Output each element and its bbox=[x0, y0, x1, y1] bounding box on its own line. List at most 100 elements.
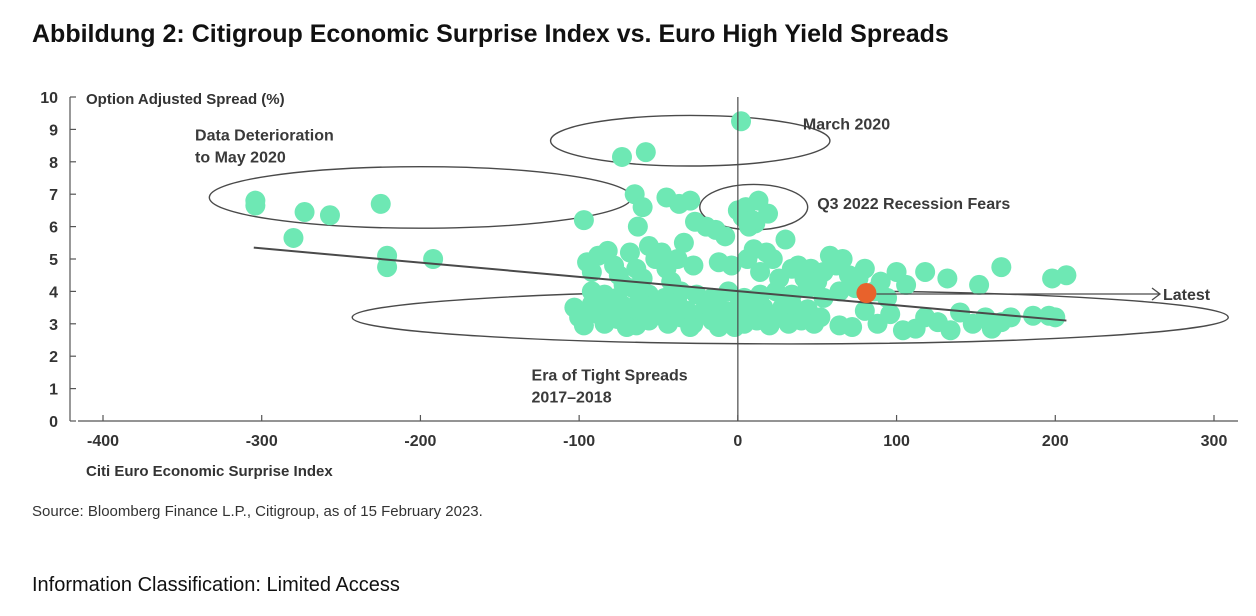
data-point bbox=[870, 271, 891, 292]
data-point bbox=[829, 281, 850, 302]
page-title: Abbildung 2: Citigroup Economic Surprise… bbox=[32, 20, 949, 48]
data-point bbox=[611, 146, 632, 167]
y-tick-label: 2 bbox=[49, 349, 58, 366]
annotation-ellipse-data-deterioration bbox=[208, 165, 633, 229]
y-tick-label: 4 bbox=[49, 284, 58, 301]
data-point bbox=[667, 292, 688, 313]
data-point bbox=[731, 111, 752, 132]
data-point bbox=[319, 205, 340, 226]
y-tick-label: 8 bbox=[49, 155, 58, 172]
data-point bbox=[742, 210, 763, 231]
y-tick-label: 9 bbox=[49, 122, 58, 139]
annotations-layer: March 2020 Data Deterioration to May 2020 Q… bbox=[195, 114, 1229, 407]
data-point bbox=[775, 229, 796, 250]
data-point bbox=[715, 226, 736, 247]
y-tick-label: 10 bbox=[40, 90, 58, 107]
data-point bbox=[673, 232, 694, 253]
data-point bbox=[1000, 307, 1021, 328]
data-point bbox=[854, 258, 875, 279]
data-point bbox=[616, 317, 637, 338]
data-point bbox=[573, 315, 594, 336]
data-point bbox=[294, 202, 315, 223]
y-tick-label: 6 bbox=[49, 220, 58, 237]
data-point bbox=[635, 142, 656, 163]
data-point bbox=[627, 216, 648, 237]
annotation-line: 2017–2018 bbox=[532, 390, 612, 407]
latest-arrow-head bbox=[1151, 287, 1162, 301]
x-tick-label: -400 bbox=[87, 433, 119, 450]
latest-point bbox=[856, 283, 877, 304]
annotation-line: March 2020 bbox=[803, 116, 890, 133]
x-axis-label: Citi Euro Economic Surprise Index bbox=[86, 463, 333, 480]
data-point bbox=[680, 317, 701, 338]
data-point bbox=[370, 193, 391, 214]
data-point bbox=[283, 227, 304, 248]
y-tick-label: 0 bbox=[49, 414, 58, 431]
data-point bbox=[573, 210, 594, 231]
data-point bbox=[781, 294, 802, 315]
data-point bbox=[854, 300, 875, 321]
annotation-label-q3-2022: Q3 2022 Recession Fears bbox=[817, 196, 1010, 213]
data-point bbox=[632, 197, 653, 218]
annotation-ellipse-march-2020 bbox=[549, 114, 831, 167]
data-point bbox=[724, 317, 745, 338]
data-point bbox=[423, 249, 444, 269]
classification-label: Information Classification: Limited Acce… bbox=[32, 574, 400, 596]
y-tick-label: 5 bbox=[49, 252, 58, 269]
data-point bbox=[832, 249, 853, 269]
data-point bbox=[667, 249, 688, 269]
axes-layer: 0 1 2 3 4 5 6 7 8 9 10 -400 -300 -200 -100 0 100 200 300 bbox=[40, 90, 1238, 450]
data-point bbox=[765, 281, 786, 302]
data-point bbox=[896, 274, 917, 295]
annotation-line: Q3 2022 Recession Fears bbox=[817, 196, 1010, 213]
data-point bbox=[877, 287, 898, 308]
data-point bbox=[762, 249, 783, 269]
data-point bbox=[797, 278, 818, 299]
data-point bbox=[1056, 265, 1077, 286]
y-tick-label: 3 bbox=[49, 317, 58, 334]
data-point bbox=[705, 291, 726, 312]
annotation-line: Era of Tight Spreads bbox=[532, 368, 688, 385]
data-point bbox=[680, 190, 701, 211]
data-point bbox=[683, 255, 704, 276]
x-tick-label: -200 bbox=[404, 433, 436, 450]
data-point bbox=[937, 268, 958, 289]
annotation-line: to May 2020 bbox=[195, 150, 286, 167]
data-point bbox=[1045, 307, 1066, 328]
source-note: Source: Bloomberg Finance L.P., Citigrou… bbox=[32, 503, 483, 520]
data-point bbox=[991, 257, 1012, 278]
overlay-layer: Latest bbox=[253, 246, 1211, 322]
data-point bbox=[245, 195, 266, 216]
data-point bbox=[629, 291, 650, 312]
data-point bbox=[651, 242, 672, 263]
data-point bbox=[619, 242, 640, 263]
trend-line bbox=[253, 246, 1067, 322]
x-tick-label: 100 bbox=[883, 433, 910, 450]
data-point bbox=[721, 255, 742, 276]
x-tick-label: 300 bbox=[1201, 433, 1228, 450]
data-point bbox=[880, 304, 901, 325]
x-tick-label: -300 bbox=[246, 433, 278, 450]
data-point bbox=[591, 289, 612, 310]
scatter-chart: March 2020 Data Deterioration to May 2020 Q… bbox=[40, 90, 1238, 480]
data-point bbox=[842, 317, 863, 338]
annotation-line: Data Deterioration bbox=[195, 128, 334, 145]
x-tick-label: 0 bbox=[733, 433, 742, 450]
data-point bbox=[1023, 305, 1044, 326]
points-layer bbox=[245, 111, 1077, 341]
data-point bbox=[969, 274, 990, 295]
annotation-label-tight-spreads: Era of Tight Spreads 2017–2018 bbox=[532, 368, 688, 407]
y-tick-label: 7 bbox=[49, 187, 58, 204]
data-point bbox=[940, 320, 961, 341]
latest-label: Latest bbox=[1163, 287, 1211, 304]
annotation-label-data-deterioration: Data Deterioration to May 2020 bbox=[195, 128, 334, 167]
y-tick-label: 1 bbox=[49, 382, 58, 399]
x-tick-label: -100 bbox=[563, 433, 595, 450]
data-point bbox=[743, 292, 764, 313]
y-axis-label: Option Adjusted Spread (%) bbox=[86, 91, 285, 108]
data-point bbox=[810, 307, 831, 328]
data-point bbox=[758, 203, 779, 224]
data-point bbox=[750, 261, 771, 282]
x-tick-label: 200 bbox=[1042, 433, 1069, 450]
data-point bbox=[915, 261, 936, 282]
